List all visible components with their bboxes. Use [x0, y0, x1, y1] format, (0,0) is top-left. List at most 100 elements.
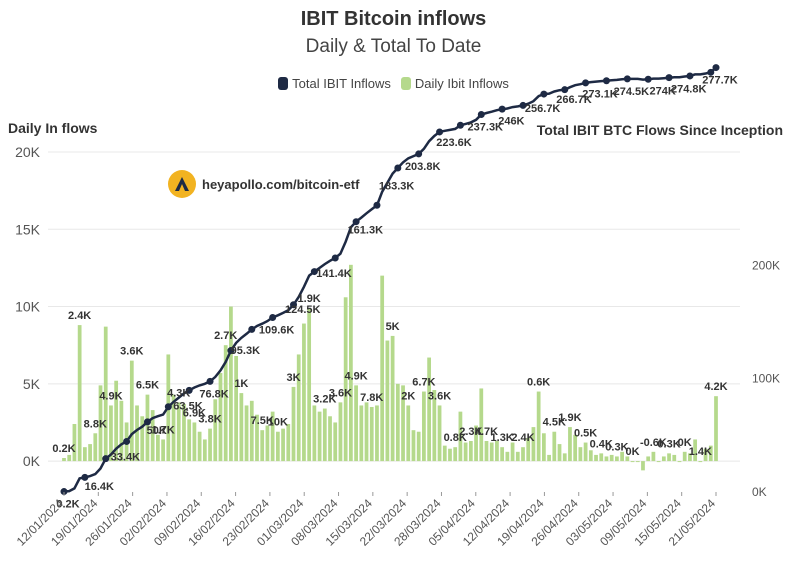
daily-bar: [422, 391, 426, 462]
daily-label: 1.9K: [298, 293, 321, 305]
total-point: [602, 77, 610, 85]
daily-bar: [156, 434, 160, 462]
y-tick-left: 5K: [23, 376, 41, 392]
daily-bar: [249, 400, 254, 462]
daily-bar: [229, 306, 233, 462]
total-label: 76.8K: [199, 388, 228, 400]
daily-bar: [693, 439, 698, 462]
y-axis-right-label: Total IBIT BTC Flows Since Inception: [536, 122, 783, 138]
daily-bar: [109, 405, 113, 462]
daily-bar: [625, 456, 630, 462]
daily-bar: [369, 407, 374, 462]
legend-item-daily[interactable]: Daily Ibit Inflows: [400, 76, 509, 91]
daily-bar: [635, 461, 640, 463]
daily-bar: [375, 405, 379, 462]
total-label: 109.6K: [259, 324, 295, 336]
total-label: 95.3K: [231, 345, 260, 357]
daily-label: 0.3K: [657, 438, 680, 450]
daily-label: 0.4K: [590, 438, 613, 450]
daily-label: 4.9K: [99, 390, 122, 402]
daily-bar: [322, 408, 327, 462]
daily-bar: [161, 439, 165, 462]
total-point: [477, 110, 485, 118]
daily-bar: [698, 461, 703, 463]
daily-label: 4.2K: [704, 381, 727, 393]
daily-bar: [411, 430, 416, 462]
daily-bar: [265, 425, 270, 462]
daily-label: 6.7K: [412, 377, 435, 389]
daily-bar: [479, 388, 484, 462]
total-label: 0.2K: [56, 499, 79, 511]
total-point: [352, 218, 360, 226]
daily-bar: [656, 461, 661, 463]
daily-bar: [171, 394, 176, 462]
daily-bar: [568, 427, 572, 462]
daily-bar: [317, 411, 322, 462]
chart-subtitle: Daily & Total To Date: [305, 36, 482, 57]
daily-bar: [255, 414, 259, 462]
daily-bar: [270, 411, 275, 462]
watermark-text: heyapollo.com/bitcoin-etf: [202, 176, 360, 192]
daily-bar: [521, 447, 525, 462]
total-label: 50K: [147, 425, 167, 437]
total-point: [456, 121, 464, 129]
legend-item-total[interactable]: Total IBIT Inflows: [278, 76, 391, 91]
daily-bar: [547, 454, 551, 462]
total-point: [498, 105, 506, 113]
daily-bar: [343, 297, 348, 462]
daily-bar: [338, 402, 343, 462]
daily-bar: [260, 430, 265, 462]
total-point: [143, 418, 151, 426]
daily-bar: [661, 456, 666, 462]
y-tick-right: 100K: [752, 372, 780, 386]
total-label: 266.7K: [556, 94, 592, 106]
total-point: [623, 75, 631, 83]
daily-bar: [526, 437, 531, 462]
total-point: [582, 79, 590, 87]
daily-bar: [453, 447, 458, 462]
daily-bar: [651, 451, 656, 462]
daily-label: 10K: [268, 417, 288, 429]
daily-bar: [448, 448, 452, 462]
total-label: 63.5K: [173, 400, 202, 412]
daily-bar: [103, 326, 108, 462]
daily-bar: [667, 453, 671, 462]
daily-label: 4.9K: [344, 370, 367, 382]
daily-bar: [62, 458, 66, 462]
daily-label: 2.4K: [68, 310, 91, 322]
daily-label: 0.6K: [527, 377, 550, 389]
daily-label: -0.6K: [640, 437, 667, 449]
apollo-logo-icon: [168, 170, 196, 198]
total-label: 274.8K: [671, 84, 707, 96]
total-point: [102, 455, 110, 463]
daily-bar: [615, 456, 619, 462]
daily-label: 0.8K: [444, 432, 467, 444]
total-point: [665, 74, 673, 82]
total-point: [185, 386, 193, 394]
daily-bar: [646, 456, 651, 462]
daily-label: 1.9K: [558, 412, 581, 424]
daily-label: 3.8K: [198, 414, 221, 426]
watermark: heyapollo.com/bitcoin-etf: [168, 170, 359, 198]
daily-bar: [630, 461, 635, 463]
total-label: 16.4K: [85, 481, 114, 493]
total-point: [707, 68, 715, 76]
daily-bar: [145, 394, 150, 462]
daily-label: 2K: [401, 390, 415, 402]
daily-bar: [244, 405, 249, 462]
daily-label: 7.8K: [360, 392, 383, 404]
total-point: [206, 377, 214, 385]
daily-bar: [458, 411, 463, 462]
total-point: [436, 128, 444, 136]
daily-bar: [333, 422, 338, 462]
daily-label: 3.6K: [329, 387, 352, 399]
daily-bar: [510, 442, 515, 462]
daily-bar: [714, 396, 718, 462]
total-point: [519, 101, 527, 109]
daily-bar: [98, 385, 103, 462]
total-point: [394, 164, 402, 172]
legend-swatch-total: [278, 77, 289, 90]
daily-bar: [286, 424, 291, 462]
daily-label: 5K: [386, 321, 400, 333]
y-axis-left-label: Daily In flows: [8, 120, 98, 136]
